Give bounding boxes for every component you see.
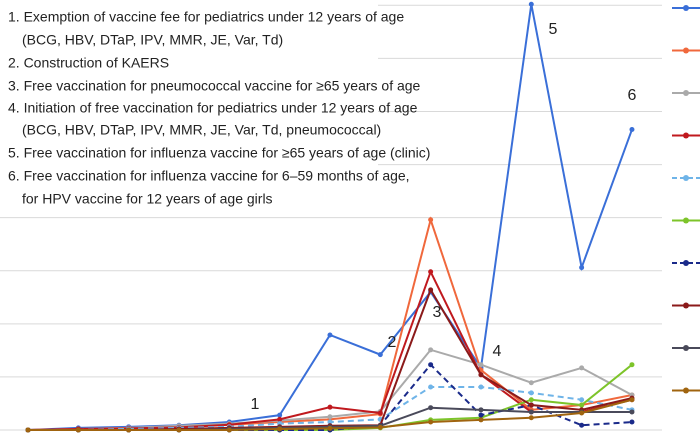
note-line: 1. Exemption of vaccine fee for pediatri… — [8, 9, 404, 25]
legend-dot — [683, 175, 689, 181]
data-point — [579, 410, 585, 416]
data-point — [327, 414, 333, 420]
data-point — [528, 380, 534, 386]
legend-dot — [683, 260, 689, 266]
legend-dot — [683, 345, 689, 351]
data-point — [478, 407, 484, 413]
legend — [672, 5, 700, 394]
data-point — [327, 404, 333, 410]
data-point — [478, 384, 484, 390]
data-point — [327, 419, 333, 425]
data-point — [629, 419, 635, 425]
data-point — [528, 415, 534, 421]
legend-dot — [683, 217, 689, 224]
data-point — [176, 427, 182, 433]
data-point — [25, 427, 31, 433]
data-point — [579, 265, 585, 271]
data-point — [327, 425, 333, 431]
data-point — [428, 347, 434, 353]
event-marker: 6 — [628, 87, 637, 104]
data-point — [277, 426, 283, 432]
data-point — [579, 422, 585, 428]
data-point — [478, 372, 484, 378]
data-point — [428, 384, 434, 390]
legend-dot — [683, 5, 689, 11]
data-point — [478, 412, 484, 418]
data-point — [528, 390, 534, 396]
data-point — [377, 352, 383, 358]
data-point — [428, 269, 434, 275]
data-point — [629, 127, 635, 133]
note-line: 2. Construction of KAERS — [8, 55, 169, 71]
data-point — [377, 410, 383, 416]
data-point — [629, 362, 635, 368]
data-point — [629, 409, 635, 415]
event-marker: 2 — [388, 334, 397, 351]
data-point — [478, 417, 484, 423]
event-marker: 3 — [433, 304, 442, 321]
data-point — [75, 427, 81, 433]
note-line: (BCG, HBV, DTaP, IPV, MMR, JE, Var, Td) — [22, 32, 283, 48]
data-point — [528, 402, 534, 408]
legend-dot — [683, 302, 689, 309]
data-point — [528, 397, 534, 403]
data-point — [478, 362, 484, 368]
note-line: 6. Free vaccination for influenza vaccin… — [8, 168, 410, 184]
legend-dot — [683, 132, 689, 139]
data-point — [428, 362, 434, 368]
data-point — [126, 427, 132, 433]
data-point — [428, 419, 434, 425]
note-line: 5. Free vaccination for influenza vaccin… — [8, 145, 430, 161]
data-point — [277, 416, 283, 422]
data-point — [277, 412, 283, 418]
data-point — [528, 1, 534, 7]
data-point — [528, 409, 534, 415]
data-point — [428, 287, 434, 293]
notes-box — [0, 0, 378, 216]
data-point — [226, 427, 232, 433]
note-line: for HPV vaccine for 12 years of age girl… — [22, 191, 273, 207]
data-point — [327, 332, 333, 338]
legend-dot — [683, 47, 689, 54]
legend-dot — [683, 387, 689, 394]
event-marker: 1 — [251, 396, 260, 413]
event-marker: 4 — [493, 343, 502, 360]
data-point — [428, 217, 434, 223]
data-point — [377, 424, 383, 430]
note-line: 3. Free vaccination for pneumococcal vac… — [8, 78, 421, 94]
data-point — [579, 365, 585, 371]
note-line: (BCG, HBV, DTaP, IPV, MMR, JE, Var, Td, … — [22, 122, 381, 138]
note-line: 4. Initiation of free vaccination for pe… — [8, 100, 418, 116]
event-marker: 5 — [549, 21, 558, 38]
data-point — [629, 397, 635, 403]
legend-dot — [683, 90, 689, 96]
data-point — [579, 402, 585, 408]
data-point — [428, 405, 434, 411]
series-line — [27, 216, 633, 431]
data-point — [579, 397, 585, 403]
